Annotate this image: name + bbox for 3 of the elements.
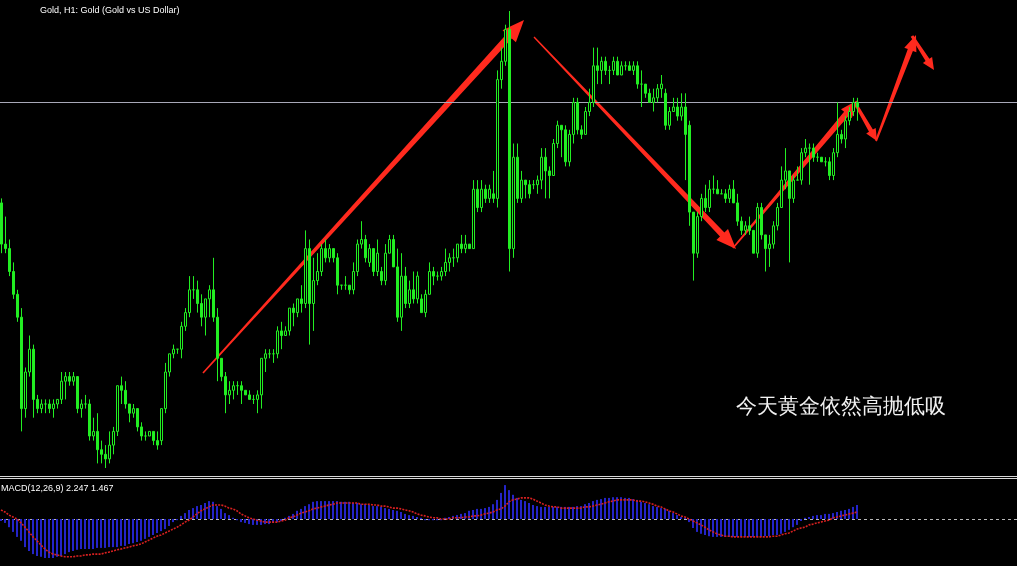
annotation: 今天黄金依然高抛低吸 (736, 394, 946, 417)
chart-title: Gold, H1: Gold (Gold vs US Dollar) (40, 5, 180, 15)
chart-title: MACD(12,26,9) 2.247 1.467 (1, 483, 114, 493)
